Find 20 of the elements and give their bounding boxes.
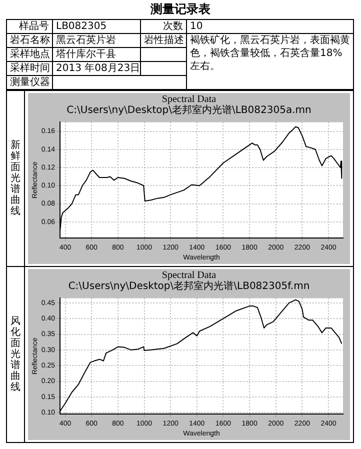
chart-title: Spectral Data [160,270,216,281]
chart-subtitle: C:\Users\ny\Desktop\老邦室内光谱\LB082305a.mn [66,105,312,116]
text: 风化面光谱曲线 [10,316,21,393]
text: 测量记录表 [150,2,212,16]
text: 岩性描述 [140,34,186,48]
text: 测量仪器 [6,76,52,90]
text: 褐铁矿化，黑云石英片岩，表面褐黄色，褐铁含量较低，石英含量18%左右。 [186,34,354,90]
text: 塔什库尔干县 [52,48,140,62]
text: 新鲜面光谱曲线 [10,140,21,217]
text: 采样时间 [6,62,52,76]
text: 岩石名称 [6,34,52,48]
text: 样品号 [6,20,52,34]
text: 采样地点 [6,48,52,62]
text: LB082305 [52,20,140,34]
text: 黑云石英片岩 [52,34,140,48]
text: 10 [186,20,354,34]
text: 次数 [140,20,186,34]
chart-subtitle: C:\Users\ny\Desktop\老邦室内光谱\LB082305f.mn [67,281,311,292]
chart-title: Spectral Data [160,94,216,105]
text: 2013 年08月23日 [52,62,140,76]
